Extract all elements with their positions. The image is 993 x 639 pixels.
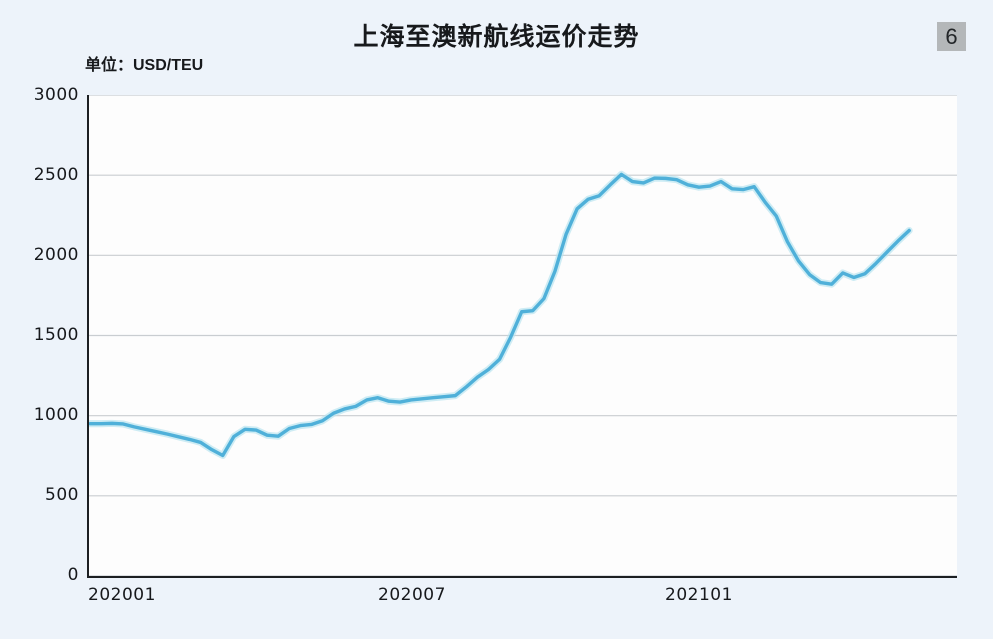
page-number-badge: 6 <box>937 22 966 51</box>
freight-rate-line <box>89 172 911 458</box>
x-axis-tick-label: 202101 <box>665 585 733 605</box>
unit-label: 单位：USD/TEU <box>85 57 204 74</box>
freight-rate-line-halo <box>89 170 913 459</box>
y-axis-tick-label: 2000 <box>33 245 79 265</box>
chart-svg <box>89 95 957 576</box>
x-axis-tick-label: 202001 <box>88 585 156 605</box>
plot-area <box>87 95 957 578</box>
y-axis-tick-label: 500 <box>45 485 79 505</box>
y-axis-tick-label: 1500 <box>33 325 79 345</box>
y-axis-tick-label: 3000 <box>33 85 79 105</box>
x-axis-tick-label: 202007 <box>378 585 446 605</box>
y-axis-tick-label: 2500 <box>33 165 79 185</box>
y-axis-tick-label: 0 <box>67 565 79 585</box>
y-axis-tick-label: 1000 <box>33 405 79 425</box>
chart-title: 上海至澳新航线运价走势 <box>353 23 640 51</box>
